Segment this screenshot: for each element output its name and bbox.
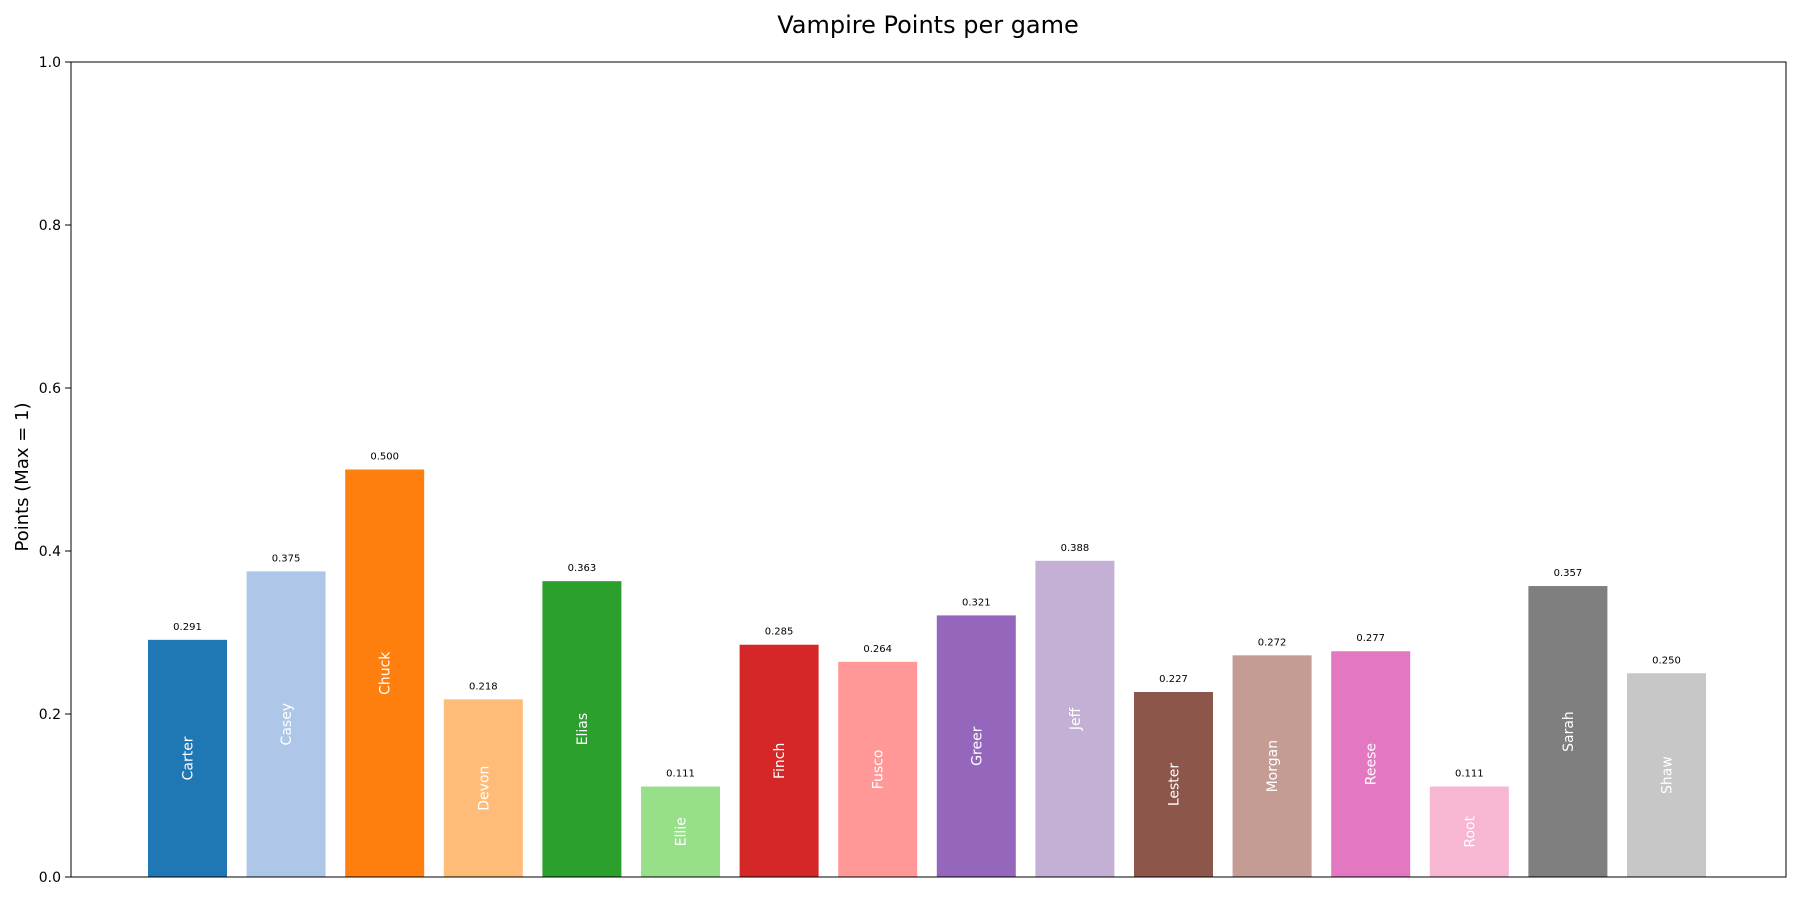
bar-category-label: Morgan — [1265, 740, 1281, 793]
bar-carter — [148, 639, 227, 877]
bar-value-label: 0.227 — [1159, 674, 1188, 685]
plot-frame — [70, 61, 1787, 878]
bar-value-label: 0.111 — [666, 769, 695, 780]
bar-elias — [542, 581, 622, 877]
y-axis-label: Points (Max = 1) — [12, 402, 33, 551]
bar-morgan — [1232, 655, 1312, 877]
chart-title: Vampire Points per game — [777, 11, 1079, 39]
bar-value-label: 0.264 — [863, 644, 892, 655]
bar-value-label: 0.375 — [272, 553, 301, 564]
y-axis: 0.0 0.2 0.4 0.6 0.8 1.0 — [39, 55, 71, 886]
bar-value-label: 0.500 — [370, 452, 399, 463]
bar-category-label: Ellie — [674, 817, 690, 846]
bar-lester — [1134, 691, 1213, 877]
bar-value-label: 0.277 — [1356, 633, 1385, 644]
bar-category-label: Shaw — [1660, 756, 1676, 794]
bar-category-label: Casey — [279, 703, 295, 746]
bar-sarah — [1528, 586, 1608, 877]
bar-category-label: Devon — [476, 766, 492, 811]
bar-category-label: Root — [1462, 815, 1478, 847]
bar-value-label: 0.250 — [1652, 655, 1681, 666]
bar-category-label: Reese — [1364, 743, 1380, 785]
bar-root — [1429, 786, 1509, 877]
bar-ellie — [641, 786, 720, 877]
bar-value-label: 0.218 — [469, 681, 498, 692]
y-tick-label: 0.4 — [39, 544, 61, 560]
bar-value-label: 0.285 — [765, 627, 794, 638]
bar-finch — [739, 644, 819, 877]
bar-category-label: Fusco — [871, 750, 887, 790]
bar-value-label: 0.272 — [1258, 637, 1287, 648]
y-tick-label: 0.6 — [39, 381, 61, 397]
bar-value-label: 0.357 — [1554, 568, 1583, 579]
bar-category-label: Finch — [772, 743, 788, 779]
bar-reese — [1331, 651, 1411, 877]
bar-category-label: Sarah — [1561, 711, 1577, 752]
bar-category-label: Lester — [1167, 763, 1183, 807]
bar-fusco — [838, 661, 918, 877]
bar-casey — [246, 571, 326, 877]
y-tick-label: 0.8 — [39, 218, 61, 234]
y-tick-label: 0.2 — [39, 707, 61, 723]
bar-category-label: Chuck — [378, 651, 394, 695]
y-tick-label: 0.0 — [39, 870, 61, 886]
bar-shaw — [1627, 673, 1706, 877]
bar-category-label: Carter — [181, 736, 197, 780]
bar-value-label: 0.321 — [962, 597, 991, 608]
y-tick-label: 1.0 — [39, 55, 61, 71]
bar-value-label: 0.291 — [173, 622, 202, 633]
bar-value-label: 0.111 — [1455, 769, 1484, 780]
bar-category-label: Elias — [575, 713, 591, 746]
bar-chuck — [345, 469, 425, 877]
bar-category-label: Jeff — [1068, 707, 1084, 731]
bar-devon — [443, 699, 523, 877]
bar-value-label: 0.388 — [1061, 543, 1090, 554]
bar-category-label: Greer — [969, 726, 985, 766]
bars-group: 0.291 Carter 0.375 Casey 0.500 Chuck 0.218 Devo… — [148, 452, 1706, 877]
bar-value-label: 0.363 — [568, 563, 597, 574]
bar-greer — [936, 615, 1016, 877]
bar-jeff — [1035, 560, 1115, 877]
